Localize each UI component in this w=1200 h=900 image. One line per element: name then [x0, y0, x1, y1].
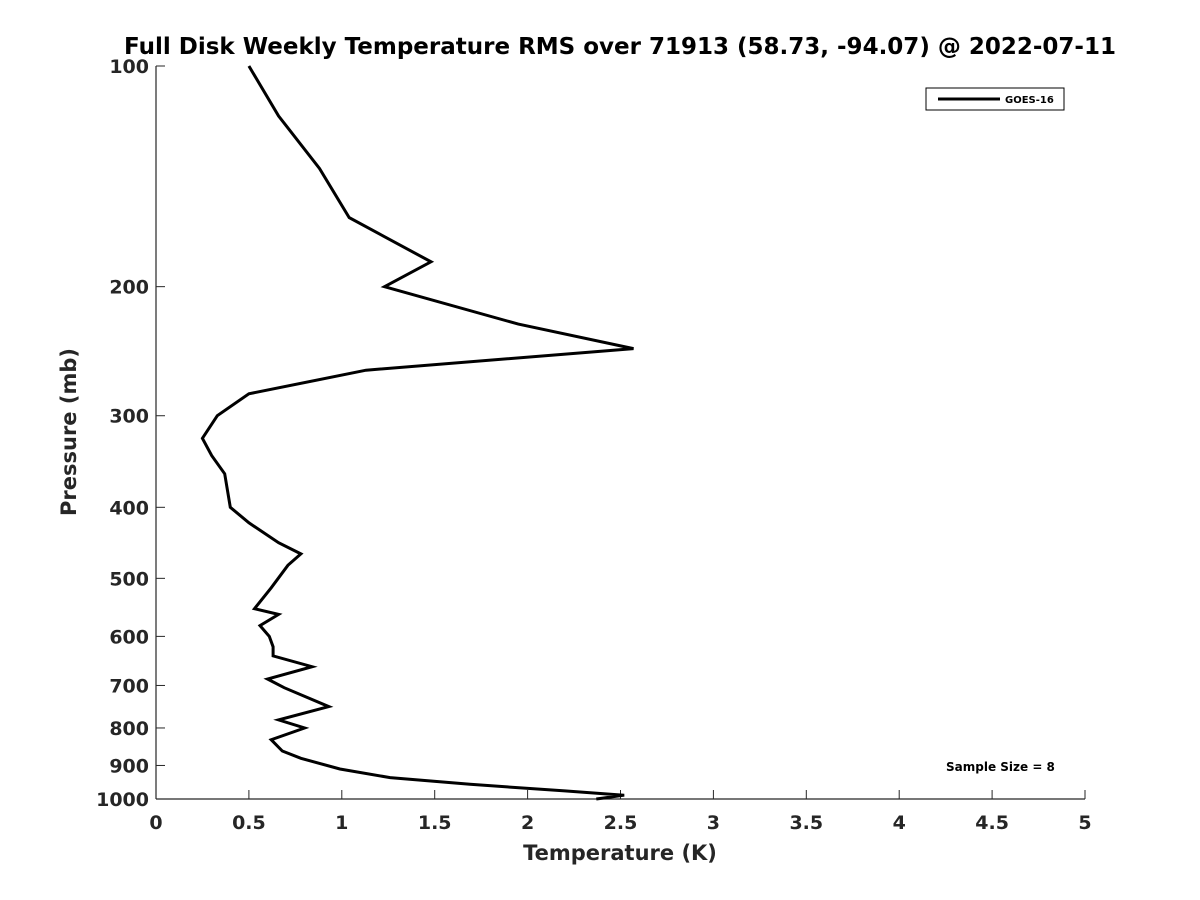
y-tick-label: 1000	[96, 789, 149, 811]
axes	[155, 66, 1085, 800]
series-line-goes-16	[200, 65, 634, 801]
y-tick-label: 900	[109, 755, 149, 777]
y-tick-label: 100	[109, 56, 149, 78]
y-tick-label: 400	[109, 497, 149, 519]
x-tick-label: 2.5	[604, 812, 638, 834]
x-tick-label: 3	[707, 812, 720, 834]
x-tick-label: 3.5	[789, 812, 823, 834]
y-tick-label: 300	[109, 406, 149, 428]
x-axis-label: Temperature (K)	[523, 841, 717, 865]
x-tick-label: 4	[893, 812, 906, 834]
y-axis-label: Pressure (mb)	[57, 348, 81, 516]
y-axis-ticks: 100 200 300 400 500 600 700 800 900 1000	[96, 56, 165, 811]
x-axis-ticks: 0 0.5 1 1.5 2 2.5 3 3.5 4 4.5 5	[149, 790, 1092, 834]
sample-size-annotation: Sample Size = 8	[946, 760, 1055, 774]
y-tick-label: 200	[109, 277, 149, 299]
x-tick-label: 0	[149, 812, 162, 834]
y-tick-label: 600	[109, 626, 149, 648]
series-layer	[200, 65, 634, 801]
x-tick-label: 4.5	[975, 812, 1009, 834]
x-tick-label: 2	[521, 812, 534, 834]
legend: GOES-16	[925, 87, 1065, 111]
x-tick-label: 0.5	[232, 812, 266, 834]
y-tick-label: 700	[109, 675, 149, 697]
x-tick-label: 5	[1078, 812, 1091, 834]
legend-entry-goes-16: GOES-16	[1005, 95, 1054, 106]
x-tick-label: 1.5	[418, 812, 452, 834]
x-tick-label: 1	[335, 812, 348, 834]
chart-title: Full Disk Weekly Temperature RMS over 71…	[124, 34, 1116, 60]
y-tick-label: 500	[109, 568, 149, 590]
y-tick-label: 800	[109, 718, 149, 740]
